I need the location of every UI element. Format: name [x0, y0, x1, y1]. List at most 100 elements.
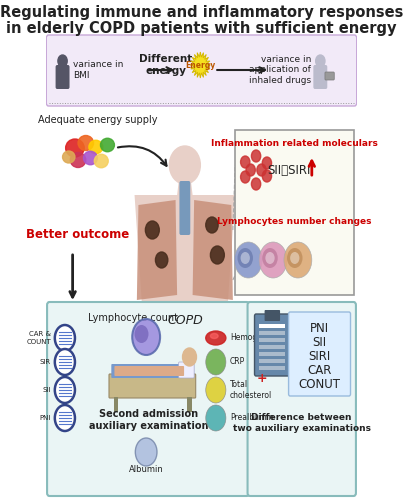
FancyBboxPatch shape	[259, 366, 285, 370]
Circle shape	[55, 349, 75, 375]
Ellipse shape	[169, 146, 200, 184]
FancyBboxPatch shape	[47, 302, 249, 496]
Circle shape	[135, 325, 148, 343]
Polygon shape	[190, 52, 210, 78]
Text: Different
energy: Different energy	[139, 54, 192, 76]
Circle shape	[145, 221, 159, 239]
Ellipse shape	[206, 331, 226, 345]
Circle shape	[262, 248, 278, 268]
Circle shape	[251, 150, 261, 162]
Ellipse shape	[78, 136, 93, 150]
Text: Total
cholesterol: Total cholesterol	[230, 380, 272, 400]
FancyBboxPatch shape	[179, 181, 190, 235]
Polygon shape	[177, 182, 193, 195]
Circle shape	[290, 252, 299, 264]
Text: PNI: PNI	[39, 415, 51, 421]
Text: CAR: CAR	[307, 364, 332, 378]
FancyBboxPatch shape	[259, 338, 285, 342]
Circle shape	[246, 164, 255, 176]
FancyBboxPatch shape	[247, 302, 356, 496]
Text: CONUT: CONUT	[299, 378, 341, 392]
Polygon shape	[135, 195, 235, 310]
Circle shape	[206, 217, 218, 233]
Circle shape	[55, 325, 75, 351]
Circle shape	[251, 178, 261, 190]
Circle shape	[132, 319, 160, 355]
FancyBboxPatch shape	[265, 310, 280, 321]
Text: Hemoglobin: Hemoglobin	[230, 334, 276, 342]
FancyBboxPatch shape	[111, 364, 194, 378]
FancyBboxPatch shape	[114, 366, 184, 376]
FancyBboxPatch shape	[259, 352, 285, 356]
Text: Inflammation related moleculars: Inflammation related moleculars	[211, 140, 378, 148]
Text: Adequate energy supply: Adequate energy supply	[38, 115, 158, 125]
Circle shape	[316, 55, 325, 67]
Circle shape	[241, 252, 250, 264]
FancyBboxPatch shape	[325, 72, 334, 80]
FancyBboxPatch shape	[56, 65, 70, 89]
FancyBboxPatch shape	[235, 130, 353, 295]
Circle shape	[206, 405, 226, 431]
Circle shape	[262, 170, 272, 182]
Text: SII: SII	[43, 387, 51, 393]
Circle shape	[257, 164, 266, 176]
Ellipse shape	[100, 138, 114, 152]
Circle shape	[259, 242, 287, 278]
FancyBboxPatch shape	[179, 362, 194, 378]
Text: +: +	[256, 372, 267, 386]
Circle shape	[206, 377, 226, 403]
Text: CAR &
COUNT: CAR & COUNT	[26, 332, 51, 344]
Text: PNI: PNI	[310, 322, 329, 336]
FancyBboxPatch shape	[259, 345, 285, 349]
Text: Lymphocytes number changes: Lymphocytes number changes	[217, 218, 372, 226]
Text: Albumin: Albumin	[129, 466, 164, 474]
Text: Regulating immune and inflammatory responses: Regulating immune and inflammatory respo…	[0, 6, 403, 20]
Circle shape	[58, 55, 67, 67]
Circle shape	[210, 246, 224, 264]
FancyBboxPatch shape	[314, 65, 327, 89]
FancyBboxPatch shape	[46, 35, 357, 106]
FancyBboxPatch shape	[187, 397, 192, 412]
Text: in elderly COPD patients with sufficient energy: in elderly COPD patients with sufficient…	[6, 20, 397, 36]
Ellipse shape	[89, 140, 103, 154]
Ellipse shape	[210, 334, 218, 338]
Text: SII、SIRI: SII、SIRI	[268, 164, 311, 176]
FancyBboxPatch shape	[109, 374, 196, 398]
Circle shape	[183, 348, 197, 366]
FancyBboxPatch shape	[289, 312, 351, 396]
Circle shape	[265, 252, 275, 264]
Text: Better outcome: Better outcome	[27, 228, 130, 241]
Text: Lymphocyte count: Lymphocyte count	[87, 313, 178, 323]
Ellipse shape	[66, 139, 84, 157]
Ellipse shape	[94, 154, 108, 168]
Text: Energy: Energy	[185, 60, 216, 70]
Text: CRP: CRP	[230, 358, 245, 366]
Text: variance in
application of
inhaled drugs: variance in application of inhaled drugs	[249, 55, 311, 85]
FancyBboxPatch shape	[259, 331, 285, 335]
Text: Prealbumin: Prealbumin	[230, 414, 273, 422]
Circle shape	[235, 242, 262, 278]
FancyBboxPatch shape	[114, 397, 118, 412]
Ellipse shape	[62, 151, 75, 163]
Circle shape	[55, 377, 75, 403]
Ellipse shape	[83, 151, 98, 165]
FancyBboxPatch shape	[259, 324, 285, 328]
Text: SIRI: SIRI	[308, 350, 331, 364]
Circle shape	[241, 156, 250, 168]
Text: Difference between
two auxiliary examinations: Difference between two auxiliary examina…	[233, 414, 371, 432]
Text: SII: SII	[312, 336, 326, 349]
Ellipse shape	[70, 152, 86, 168]
Text: variance in
BMI: variance in BMI	[73, 60, 124, 80]
Polygon shape	[193, 200, 233, 300]
Circle shape	[55, 405, 75, 431]
Circle shape	[135, 438, 157, 466]
Ellipse shape	[184, 170, 190, 176]
FancyBboxPatch shape	[259, 359, 285, 363]
FancyBboxPatch shape	[255, 314, 290, 376]
Text: SIR: SIR	[40, 359, 51, 365]
Text: Second admission
auxiliary examination: Second admission auxiliary examination	[89, 409, 208, 431]
Circle shape	[262, 157, 272, 169]
Polygon shape	[137, 200, 177, 300]
Text: COPD: COPD	[167, 314, 203, 326]
Circle shape	[237, 248, 253, 268]
